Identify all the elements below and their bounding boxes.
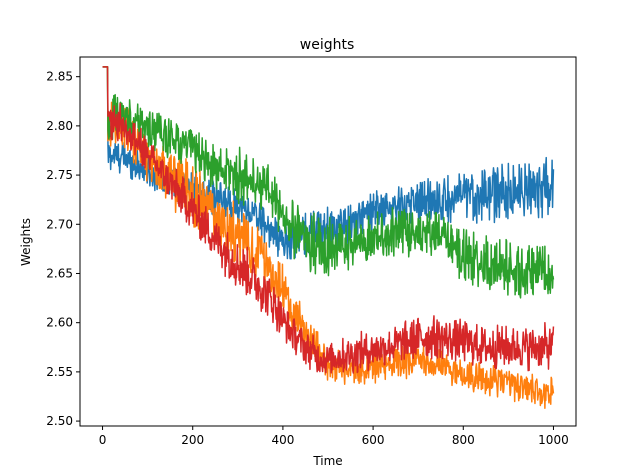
- x-axis-label: Time: [312, 454, 342, 468]
- plot-frame: [79, 56, 577, 427]
- plot-series: [102, 66, 555, 409]
- x-tick-label: 1000: [538, 433, 569, 447]
- x-tick-label: 0: [99, 433, 107, 447]
- y-axis: 2.50 2.55 2.60 2.65 2.70 2.75 2.80 2.85: [46, 70, 80, 428]
- x-tick-label: 800: [452, 433, 475, 447]
- y-tick-label: 2.65: [46, 266, 73, 280]
- x-axis: 0 200 400 600 800 1000: [99, 426, 569, 447]
- chart-title: weights: [300, 37, 355, 53]
- x-tick-label: 600: [362, 433, 385, 447]
- y-tick-label: 2.80: [46, 119, 73, 133]
- series-line-3: [102, 66, 555, 299]
- y-tick-label: 2.60: [46, 316, 73, 330]
- x-tick-label: 200: [181, 433, 204, 447]
- y-tick-label: 2.85: [46, 70, 73, 84]
- x-tick-label: 400: [271, 433, 294, 447]
- y-tick-label: 2.55: [46, 365, 73, 379]
- y-axis-label: Weights: [19, 218, 33, 266]
- series-line-4: [102, 66, 555, 374]
- y-tick-label: 2.70: [46, 217, 73, 231]
- y-tick-label: 2.75: [46, 168, 73, 182]
- y-tick-label: 2.50: [46, 414, 73, 428]
